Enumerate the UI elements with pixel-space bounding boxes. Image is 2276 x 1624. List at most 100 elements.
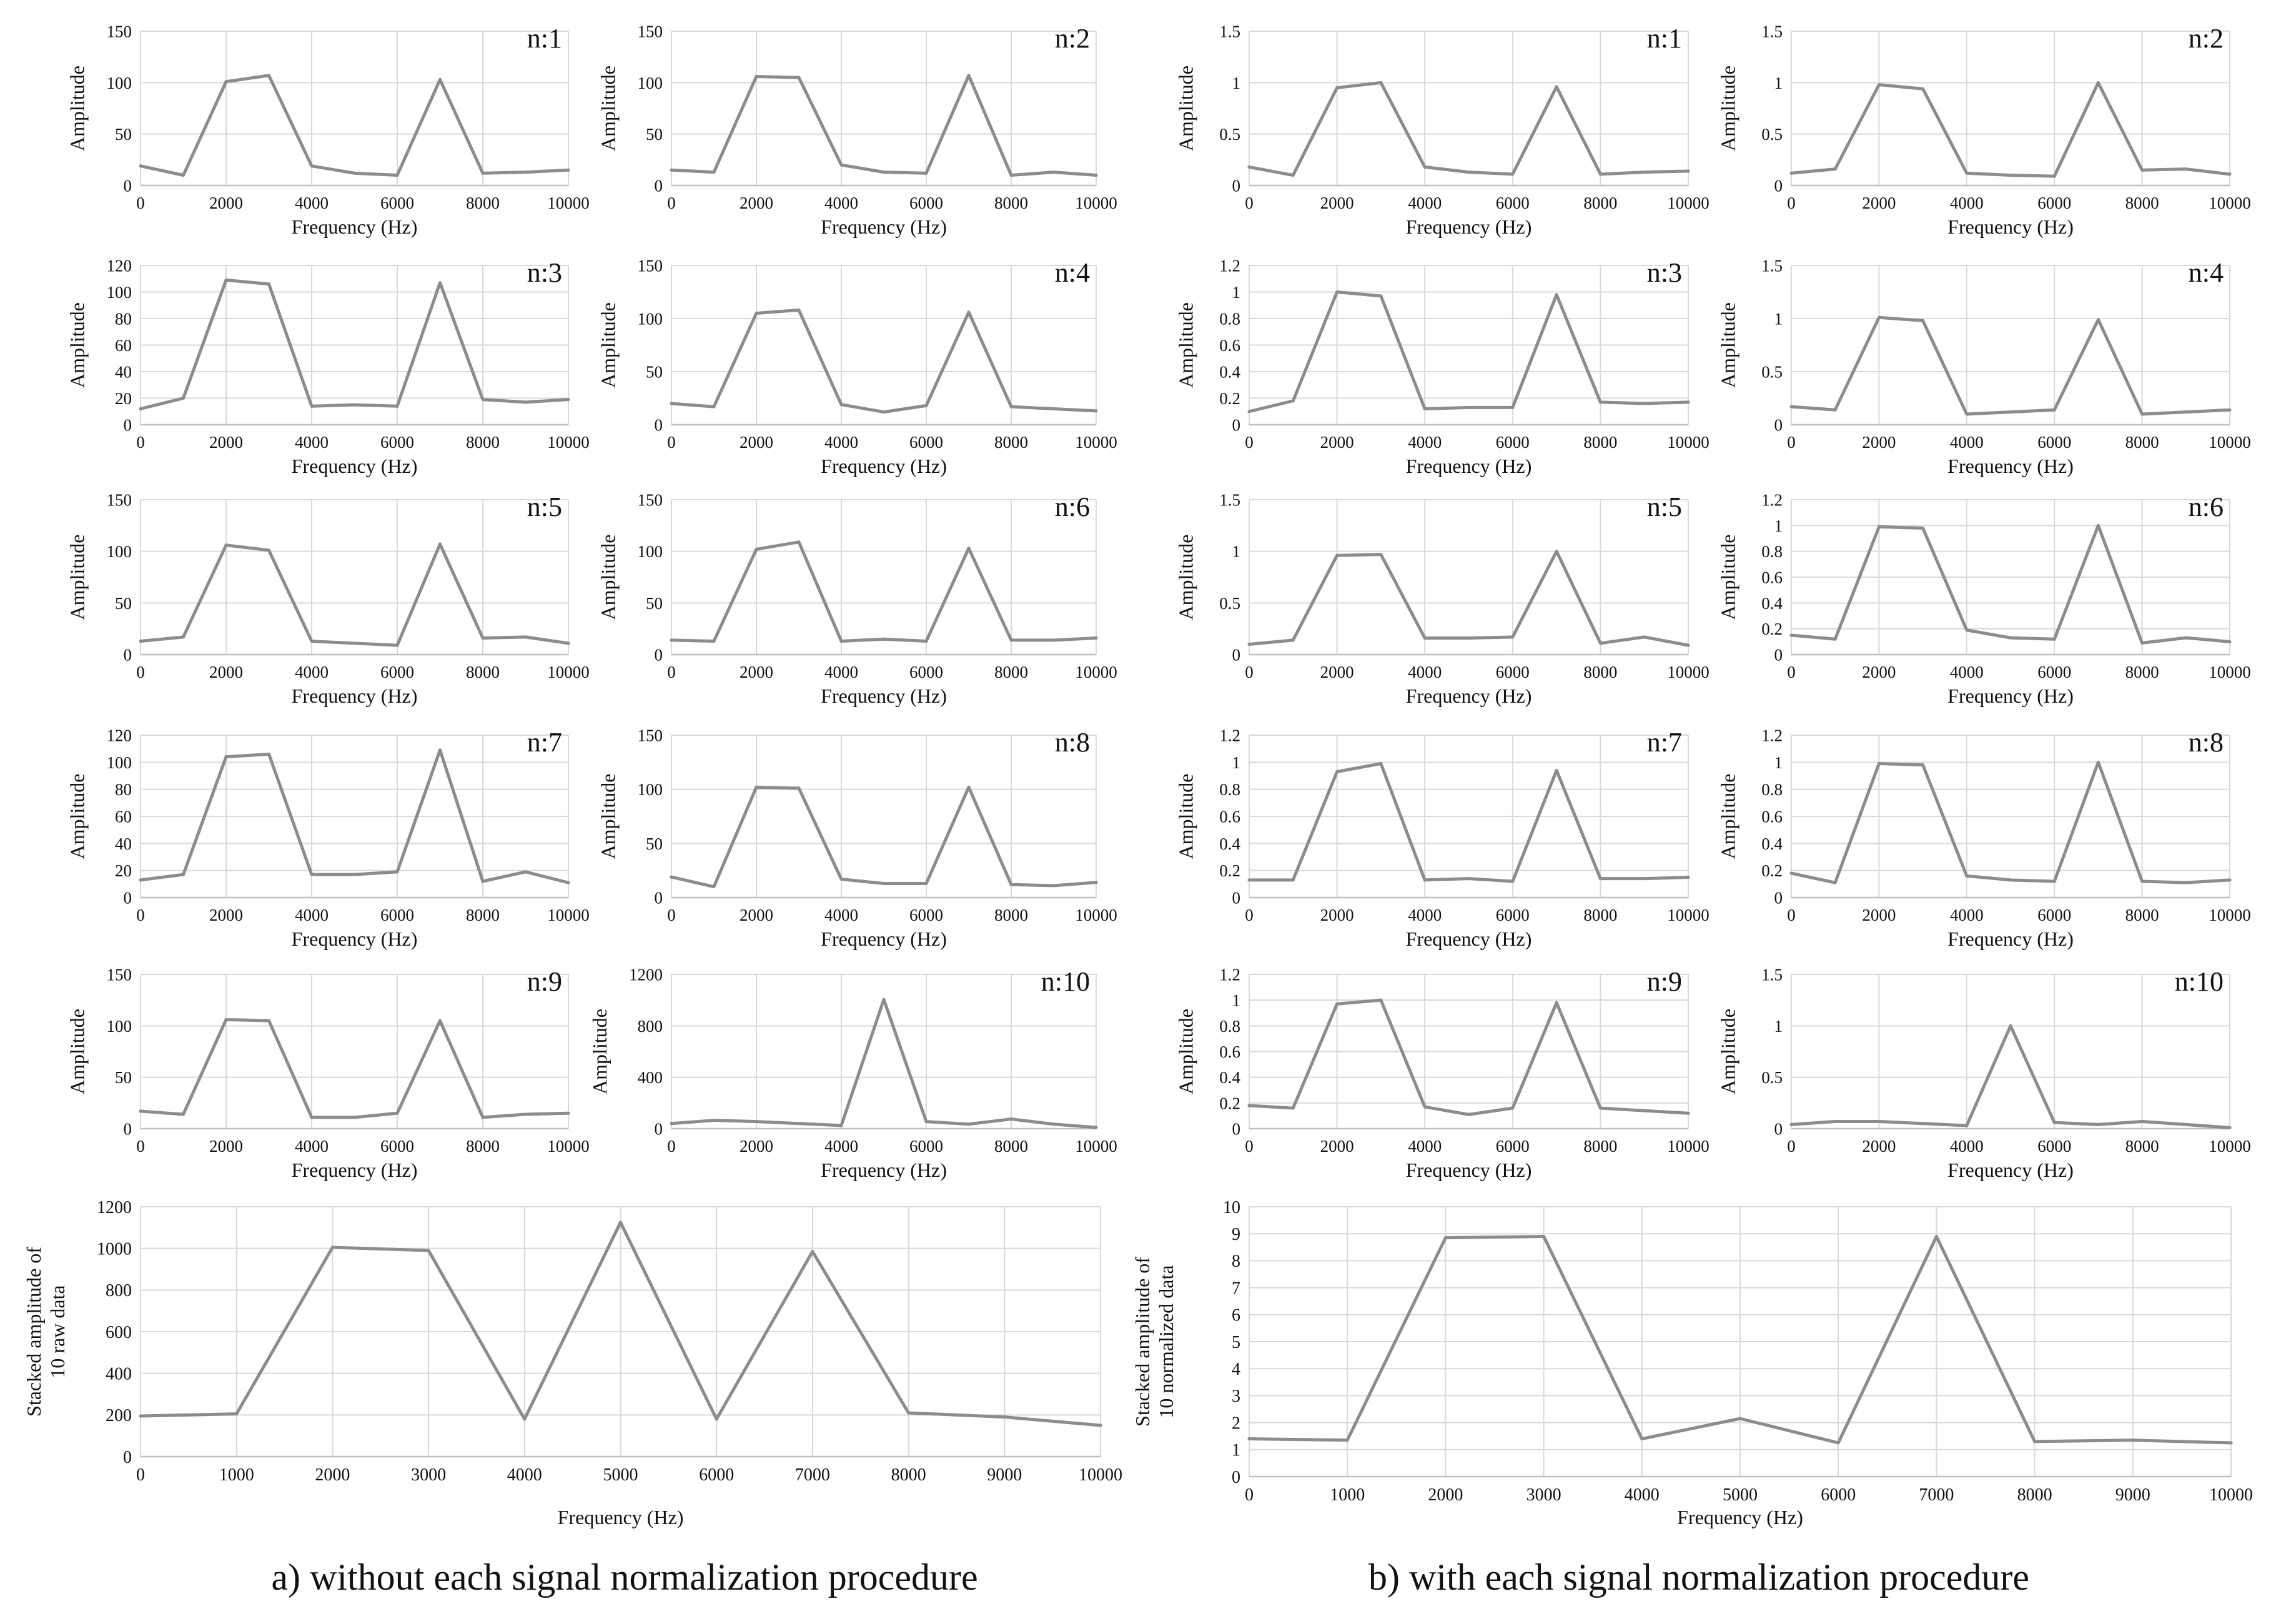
y-tick-label: 4 bbox=[1232, 1360, 1240, 1379]
data-point bbox=[2228, 1126, 2232, 1129]
data-point bbox=[882, 637, 886, 641]
data-point bbox=[1643, 877, 1646, 881]
x-tick-label: 6000 bbox=[380, 906, 414, 924]
y-tick-label: 0.6 bbox=[1219, 336, 1240, 355]
y-tick-label: 1200 bbox=[97, 1198, 132, 1217]
x-tick-label: 8000 bbox=[891, 1465, 926, 1485]
data-point bbox=[524, 870, 527, 874]
data-point bbox=[797, 786, 801, 790]
x-tick-label: 10000 bbox=[1075, 194, 1117, 212]
data-point bbox=[1789, 633, 1793, 637]
y-tick-label: 3 bbox=[1232, 1387, 1240, 1406]
y-tick-label: 0.4 bbox=[1761, 834, 1783, 853]
y-tick-label: 0 bbox=[124, 415, 132, 434]
y-tick-label: 0 bbox=[655, 645, 663, 664]
y-tick-label: 150 bbox=[107, 22, 132, 41]
data-point bbox=[2096, 523, 2100, 527]
x-axis-label: Frequency (Hz) bbox=[1406, 215, 1532, 238]
series-line bbox=[670, 540, 1098, 643]
x-tick-label: 2000 bbox=[1320, 1137, 1354, 1156]
data-point bbox=[139, 1109, 142, 1113]
x-tick-label: 4000 bbox=[295, 663, 329, 681]
data-point bbox=[267, 1019, 270, 1022]
x-tick-label: 7000 bbox=[795, 1465, 830, 1485]
data-point bbox=[1643, 1109, 1646, 1112]
data-point bbox=[1542, 1235, 1546, 1239]
data-point bbox=[1877, 315, 1881, 319]
x-axis-label: Frequency (Hz) bbox=[821, 685, 947, 707]
y-tick-label: 0.5 bbox=[1761, 362, 1783, 381]
y-tick-label: 0.4 bbox=[1219, 1068, 1240, 1087]
y-tick-label: 50 bbox=[646, 594, 663, 613]
data-point bbox=[1877, 1119, 1881, 1123]
data-point bbox=[755, 785, 758, 789]
x-tick-label: 8000 bbox=[2125, 194, 2159, 212]
x-tick-label: 4000 bbox=[295, 433, 329, 452]
x-tick-label: 2000 bbox=[740, 433, 773, 452]
data-point bbox=[1009, 405, 1013, 408]
data-point bbox=[524, 400, 527, 404]
data-point bbox=[2228, 878, 2232, 882]
y-tick-label: 400 bbox=[638, 1068, 663, 1087]
data-point bbox=[353, 403, 356, 407]
data-point bbox=[839, 163, 843, 167]
x-tick-label: 2000 bbox=[1320, 906, 1354, 924]
x-tick-label: 10000 bbox=[1667, 433, 1709, 452]
x-tick-label: 2000 bbox=[740, 906, 773, 924]
chart-b3: 0 0.2 0.4 0.6 0.8 1 1.2 0 2000 4000 6000 8000 10000 F… bbox=[1175, 256, 1709, 477]
x-axis-label: Frequency (Hz) bbox=[1947, 928, 2074, 950]
data-point bbox=[267, 752, 270, 756]
y-tick-label: 0 bbox=[655, 888, 663, 907]
data-point bbox=[1423, 1105, 1427, 1109]
data-point bbox=[2033, 1440, 2037, 1443]
data-point bbox=[1247, 1104, 1251, 1107]
y-tick-label: 1 bbox=[1774, 309, 1783, 328]
data-point bbox=[1379, 998, 1383, 1002]
x-tick-label: 10000 bbox=[547, 1137, 590, 1156]
x-tick-label: 2000 bbox=[1320, 194, 1354, 212]
data-point bbox=[1094, 881, 1098, 884]
data-point bbox=[395, 870, 399, 874]
data-point bbox=[567, 641, 570, 645]
data-point bbox=[712, 640, 716, 643]
x-tick-label: 2000 bbox=[1862, 433, 1896, 452]
x-tick-label: 8000 bbox=[466, 906, 500, 924]
data-point bbox=[1598, 877, 1602, 881]
x-tick-label: 6000 bbox=[1496, 433, 1530, 452]
data-point bbox=[2184, 167, 2188, 171]
x-axis-label: Frequency (Hz) bbox=[1947, 455, 2074, 477]
x-axis-label: Frequency (Hz) bbox=[1947, 685, 2074, 707]
data-point bbox=[1965, 1124, 1969, 1127]
y-tick-label: 1.5 bbox=[1761, 22, 1783, 41]
data-point bbox=[1099, 1423, 1102, 1427]
x-tick-label: 3000 bbox=[411, 1465, 446, 1485]
x-axis-label: Frequency (Hz) bbox=[292, 455, 418, 477]
x-tick-label: 0 bbox=[136, 1137, 145, 1156]
series-line bbox=[139, 278, 570, 410]
y-tick-label: 0 bbox=[655, 176, 663, 195]
data-point bbox=[1345, 1438, 1349, 1442]
data-point bbox=[811, 1250, 814, 1254]
data-point bbox=[670, 402, 673, 405]
x-tick-label: 9000 bbox=[2115, 1485, 2150, 1505]
data-point bbox=[1555, 768, 1558, 772]
data-point bbox=[1052, 1122, 1056, 1126]
series-line bbox=[1789, 315, 2232, 416]
x-tick-label: 2000 bbox=[1862, 194, 1896, 212]
x-tick-label: 0 bbox=[1245, 1137, 1254, 1156]
data-point bbox=[712, 171, 716, 174]
data-point bbox=[353, 641, 356, 645]
data-point bbox=[353, 171, 356, 175]
data-point bbox=[1511, 879, 1515, 883]
x-tick-label: 0 bbox=[136, 194, 145, 212]
y-tick-label: 1 bbox=[1232, 753, 1241, 772]
data-point bbox=[1833, 167, 1837, 171]
data-point bbox=[2096, 760, 2100, 764]
data-point bbox=[1965, 412, 1969, 416]
x-tick-label: 8000 bbox=[2125, 663, 2159, 681]
data-point bbox=[1686, 1111, 1690, 1115]
y-tick-label: 0.8 bbox=[1219, 1017, 1240, 1036]
data-point bbox=[524, 1112, 527, 1116]
y-tick-label: 1200 bbox=[629, 965, 663, 984]
x-tick-label: 0 bbox=[667, 433, 676, 452]
